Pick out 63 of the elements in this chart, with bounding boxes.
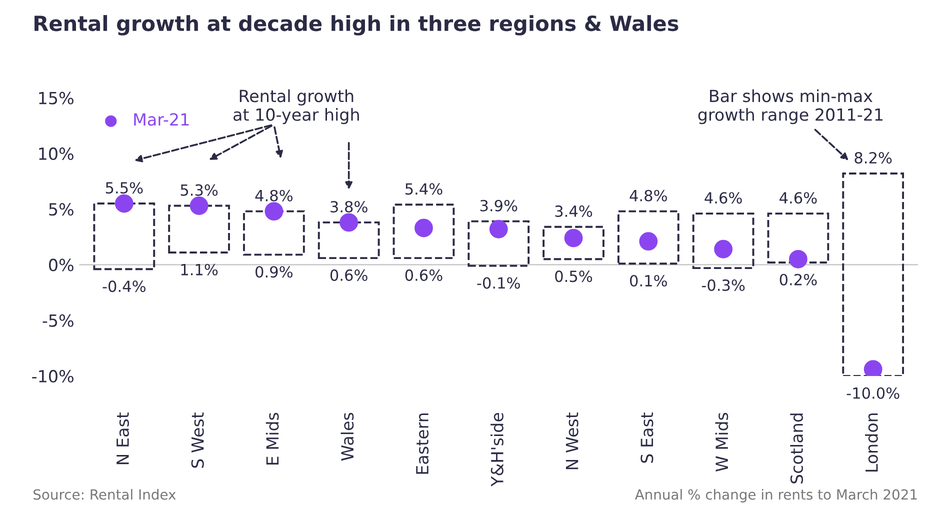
point [864, 360, 882, 376]
x-tick-label: N East [116, 412, 129, 464]
x-tick-label: S East [640, 412, 654, 463]
annotation: -10.0% [846, 387, 900, 399]
bar [243, 210, 305, 256]
x-tick-label: N West [566, 412, 578, 470]
x-tick-label: Y&H'side [490, 412, 504, 487]
x-tick-label: E Mids [266, 412, 279, 465]
data-label: 3.4% [555, 205, 592, 217]
x-tick-label: Wales [340, 412, 354, 461]
annotation: -0.1% [477, 277, 520, 289]
x-tick-label: W Mids [715, 412, 728, 472]
y-tick-label: -5% [42, 314, 74, 327]
data-label: 3.9% [480, 200, 518, 212]
y-tick-label: 15% [39, 92, 74, 104]
bar [93, 202, 156, 270]
x-tick-label: London [865, 413, 878, 472]
data-label: 4.8% [255, 190, 293, 202]
bar [318, 221, 380, 260]
data-label: 4.6% [780, 192, 817, 204]
text: Annual % change in rents to March 2021 [634, 488, 917, 502]
bar [468, 220, 530, 267]
x-tick-label: Eastern [416, 413, 429, 474]
point [340, 213, 358, 232]
data-label: 3.8% [330, 200, 368, 213]
annotation: 0.2% [780, 274, 817, 286]
data-label: 4.6% [704, 192, 742, 204]
x-tick-label: S West [191, 412, 204, 468]
data-label: 4.8% [630, 190, 667, 202]
data-label: 5.5% [106, 182, 143, 194]
data-label: 8.2% [854, 152, 892, 164]
annotation: Rental growth at 10-year high [234, 89, 359, 124]
y-tick-label: 10% [39, 147, 74, 160]
annotation: 0.5% [555, 270, 592, 282]
annotation: 0.1% [630, 274, 667, 287]
annotation: 1.1% [181, 264, 218, 276]
x-tick-label: Scotland [790, 414, 804, 484]
bar [767, 212, 830, 264]
annotation: 0.6% [330, 269, 368, 281]
annotation: 0.9% [256, 266, 293, 278]
annotation: Bar shows min-max growth range 2011-21 [698, 89, 882, 124]
bar [168, 204, 230, 254]
bar [542, 226, 604, 260]
chart-title: Rental growth at decade high in three regions & Wales [34, 15, 678, 36]
point [190, 196, 208, 215]
data-label: 5.3% [180, 184, 218, 196]
source-note: Source: Rental Index [34, 488, 176, 500]
bar [617, 210, 680, 265]
annotation: -0.3% [702, 279, 745, 291]
data-label: 5.4% [406, 183, 442, 195]
point [788, 250, 808, 268]
y-tick-label: 0% [49, 258, 74, 272]
y-tick-label: 5% [49, 203, 74, 216]
bar [692, 212, 754, 270]
annotation: 0.6% [405, 269, 442, 281]
point [264, 202, 284, 221]
bar [842, 172, 904, 376]
annotation: -0.4% [102, 280, 146, 292]
point [489, 220, 508, 238]
y-tick-label: -10% [32, 370, 74, 383]
bar [392, 204, 455, 260]
point [114, 194, 134, 213]
legend-label: Mar-21 [134, 113, 189, 126]
